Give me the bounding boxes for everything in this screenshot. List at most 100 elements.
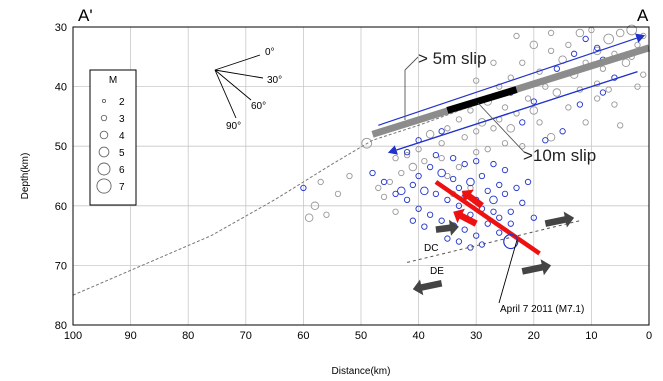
hypocenter-blue [570, 50, 578, 57]
slip-5m-leader [404, 56, 419, 71]
hypocenter-blue [426, 211, 434, 218]
hypocenter-blue [542, 137, 549, 144]
hypocenter-gray [444, 172, 451, 180]
hypocenter-gray [477, 118, 487, 127]
hypocenter-gray [375, 184, 382, 192]
gray-motion-arrow [521, 259, 552, 276]
slip-5m-label: > 5m slip [418, 49, 487, 68]
hypocenter-gray [575, 28, 585, 38]
hypocenter-blue [397, 186, 406, 196]
hypocenter-blue [450, 154, 457, 162]
legend-label: 7 [119, 182, 125, 193]
dc-de-boundary [406, 220, 580, 263]
hypocenter-gray [380, 193, 388, 201]
x-tick-label: 60 [297, 330, 309, 342]
y-tick-label: 50 [55, 141, 67, 153]
hypocenter-gray [611, 101, 618, 108]
hypocenter-blue [455, 202, 463, 209]
plot-frame [72, 26, 650, 326]
hypocenter-gray [634, 83, 641, 90]
hypocenter-blue [582, 35, 589, 43]
y-axis-label: Depth(km) [20, 153, 31, 200]
hypocenter-gray [501, 140, 509, 147]
hypocenter-gray [524, 95, 532, 102]
hypocenter-blue [415, 205, 422, 212]
hypocenter-gray [473, 149, 480, 156]
hypocenter-gray [455, 116, 463, 123]
hypocenter-blue [594, 44, 601, 52]
dip-label-30: 30° [267, 75, 282, 86]
hypocenter-blue [496, 214, 503, 221]
y-tick-label: 70 [55, 260, 67, 272]
hypocenter-blue [496, 181, 503, 189]
hypocenter-gray [621, 58, 631, 68]
x-tick-label: 30 [470, 330, 482, 342]
x-tick-label: 0 [646, 330, 652, 342]
hypocenter-gray [536, 119, 543, 126]
hypocenter-blue [473, 232, 480, 239]
hypocenter-gray [640, 71, 647, 78]
hypocenter-blue [369, 169, 376, 177]
hypocenter-blue [501, 190, 509, 198]
hypocenter-blue [467, 244, 474, 251]
hypocenter-gray [461, 134, 468, 141]
hypocenter-gray [444, 125, 451, 132]
hypocenter-gray [626, 24, 638, 36]
hypocenter-blue [461, 160, 468, 168]
hypocenter-blue [438, 217, 445, 224]
x-tick-label: 10 [585, 330, 597, 342]
hypocenter-blue [553, 65, 560, 72]
hypocenter-gray [467, 107, 474, 114]
dip-label-90: 90° [226, 121, 241, 132]
hypocenter-blue [409, 217, 416, 224]
hypocenter-blue [403, 149, 411, 156]
hypocenter-gray [565, 41, 572, 49]
hypocenter-blue [444, 196, 451, 203]
y-tick-label: 40 [55, 82, 67, 94]
hypocenter-blue [490, 160, 497, 168]
hypocenter-gray [408, 162, 418, 172]
hypocenter-gray [519, 59, 526, 66]
hypocenter-blue [501, 166, 509, 174]
hypocenter-blue [455, 238, 463, 245]
mainshock-label: April 7 2011 (M7.1) [500, 304, 584, 315]
hypocenter-blue [432, 190, 440, 198]
x-tick-label: 100 [64, 330, 82, 342]
hypocenter-gray [484, 146, 491, 153]
hypocenter-gray [529, 106, 539, 115]
hypocenter-blue [519, 119, 526, 126]
hypocenter-gray [490, 59, 497, 66]
y-tick-label: 30 [55, 22, 67, 34]
hypocenter-blue [507, 208, 514, 215]
dip-label-60: 60° [251, 101, 266, 112]
hypocenter-blue [599, 89, 607, 96]
hypocenter-blue [519, 199, 526, 206]
hypocenter-blue [421, 223, 428, 230]
end-label-left: A' [78, 6, 93, 25]
legend-label: 4 [119, 131, 125, 142]
hypocenter-gray [634, 41, 641, 49]
hypocenter-gray [403, 151, 411, 159]
de-label: DE [430, 266, 444, 277]
hypocenter-gray [547, 29, 555, 37]
legend-label: 5 [119, 148, 125, 159]
hypocenter-blue [484, 220, 491, 227]
hypocenter-gray [323, 211, 330, 218]
annotation-overlays [371, 33, 651, 296]
hypocenter-gray [386, 178, 393, 186]
hypocenter-gray [565, 104, 572, 111]
slip-10m-segment [446, 86, 518, 114]
hypocenter-gray [415, 146, 422, 153]
hypocenter-blue [438, 128, 445, 135]
slip-10m-label: >10m slip [523, 146, 596, 165]
blue-upper-line [378, 33, 646, 126]
hypocenter-blue [420, 186, 429, 196]
hypocenter-gray [317, 178, 324, 186]
hypocenter-blue [478, 241, 486, 248]
slip-10m-leader [477, 102, 526, 154]
hypocenter-blue [380, 178, 388, 186]
hypocenter-gray [617, 122, 624, 129]
hypocenter-blue [611, 74, 618, 81]
legend-marker [100, 114, 108, 122]
hypocenter-blue [403, 196, 411, 203]
